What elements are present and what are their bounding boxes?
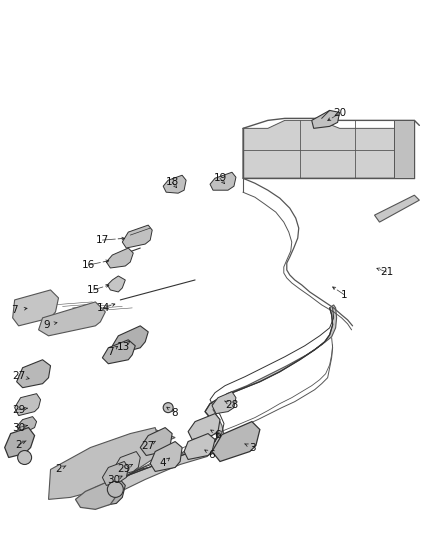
Polygon shape — [14, 394, 41, 416]
Polygon shape — [374, 195, 419, 222]
Polygon shape — [95, 305, 337, 496]
Polygon shape — [102, 340, 135, 364]
Polygon shape — [17, 417, 37, 432]
Polygon shape — [195, 440, 211, 450]
Text: 30: 30 — [12, 423, 25, 433]
Polygon shape — [212, 422, 260, 462]
Polygon shape — [150, 441, 182, 472]
Text: 19: 19 — [213, 173, 226, 183]
Text: 21: 21 — [380, 267, 393, 277]
Text: 4: 4 — [160, 458, 166, 469]
Text: 29: 29 — [12, 405, 25, 415]
Polygon shape — [102, 462, 128, 486]
Polygon shape — [122, 225, 152, 248]
Text: 2: 2 — [55, 464, 62, 474]
Polygon shape — [17, 360, 50, 387]
Text: 17: 17 — [96, 235, 109, 245]
Text: 27: 27 — [141, 441, 155, 450]
Polygon shape — [86, 478, 125, 507]
Polygon shape — [243, 120, 414, 178]
Polygon shape — [114, 451, 140, 475]
Polygon shape — [163, 175, 186, 193]
Polygon shape — [107, 276, 125, 292]
Text: 16: 16 — [82, 260, 95, 270]
Polygon shape — [395, 120, 414, 178]
Text: 8: 8 — [171, 408, 177, 418]
Text: 2: 2 — [15, 440, 22, 449]
Polygon shape — [130, 467, 150, 480]
Polygon shape — [13, 290, 59, 326]
Text: 1: 1 — [341, 290, 348, 300]
Text: 28: 28 — [225, 400, 239, 410]
Text: 9: 9 — [43, 320, 50, 330]
Polygon shape — [140, 427, 172, 456]
Polygon shape — [112, 326, 148, 354]
Circle shape — [18, 450, 32, 464]
Text: 30: 30 — [107, 475, 120, 486]
Polygon shape — [49, 427, 158, 499]
Polygon shape — [212, 392, 236, 414]
Text: 6: 6 — [215, 430, 221, 440]
Polygon shape — [85, 430, 175, 467]
Text: 3: 3 — [250, 442, 256, 453]
Polygon shape — [210, 172, 236, 190]
Polygon shape — [39, 302, 106, 336]
Circle shape — [107, 481, 124, 497]
Text: 7: 7 — [11, 305, 18, 315]
Text: 15: 15 — [87, 285, 100, 295]
Polygon shape — [75, 481, 115, 510]
Polygon shape — [188, 414, 220, 440]
Polygon shape — [160, 454, 177, 464]
Text: 18: 18 — [166, 177, 179, 187]
Circle shape — [163, 402, 173, 413]
Polygon shape — [312, 110, 339, 128]
Text: 13: 13 — [117, 342, 130, 352]
Text: 14: 14 — [97, 303, 110, 313]
Polygon shape — [106, 248, 133, 268]
Text: 6: 6 — [209, 449, 215, 459]
Polygon shape — [5, 427, 35, 457]
Text: 29: 29 — [118, 464, 131, 474]
Polygon shape — [184, 433, 215, 459]
Text: 7: 7 — [107, 347, 113, 357]
Text: 27: 27 — [12, 371, 25, 381]
Text: 20: 20 — [333, 108, 346, 118]
